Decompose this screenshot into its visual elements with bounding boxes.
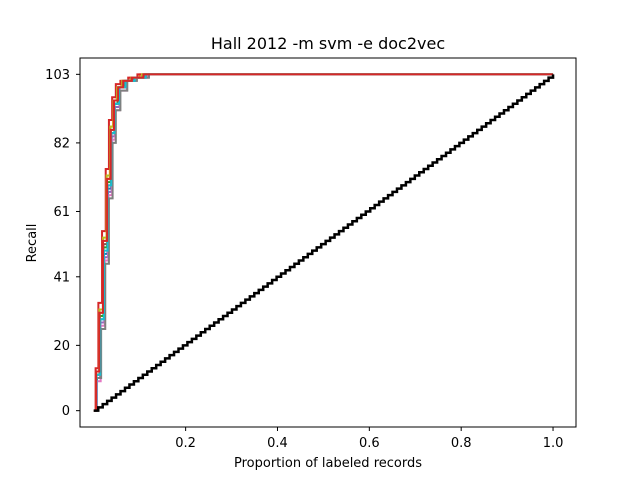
y-tick-label: 41 xyxy=(53,270,70,285)
x-tick-label: 1.0 xyxy=(543,436,564,451)
plot-frame xyxy=(79,57,577,428)
random-baseline-layer xyxy=(93,74,555,412)
y-tick-label: 82 xyxy=(53,136,70,151)
chart-title: Hall 2012 -m svm -e doc2vec xyxy=(211,34,445,53)
y-tick-label: 0 xyxy=(62,404,70,419)
x-axis-ticks: 0.2 0.4 0.6 0.8 1.0 xyxy=(175,427,563,451)
y-axis-ticks: 0 20 41 61 82 103 xyxy=(45,68,80,419)
random-baseline-curve xyxy=(93,74,555,412)
series-layer xyxy=(93,73,554,412)
x-tick-label: 0.2 xyxy=(175,436,196,451)
y-tick-label: 20 xyxy=(53,339,70,354)
y-axis-label: Recall xyxy=(25,224,40,263)
recall-curve-11 xyxy=(93,73,554,412)
x-tick-label: 0.8 xyxy=(451,436,472,451)
x-tick-label: 0.4 xyxy=(267,436,288,451)
x-tick-label: 0.6 xyxy=(359,436,380,451)
y-tick-label: 103 xyxy=(45,68,70,83)
y-tick-label: 61 xyxy=(53,205,70,220)
x-axis-label: Proportion of labeled records xyxy=(234,456,422,471)
